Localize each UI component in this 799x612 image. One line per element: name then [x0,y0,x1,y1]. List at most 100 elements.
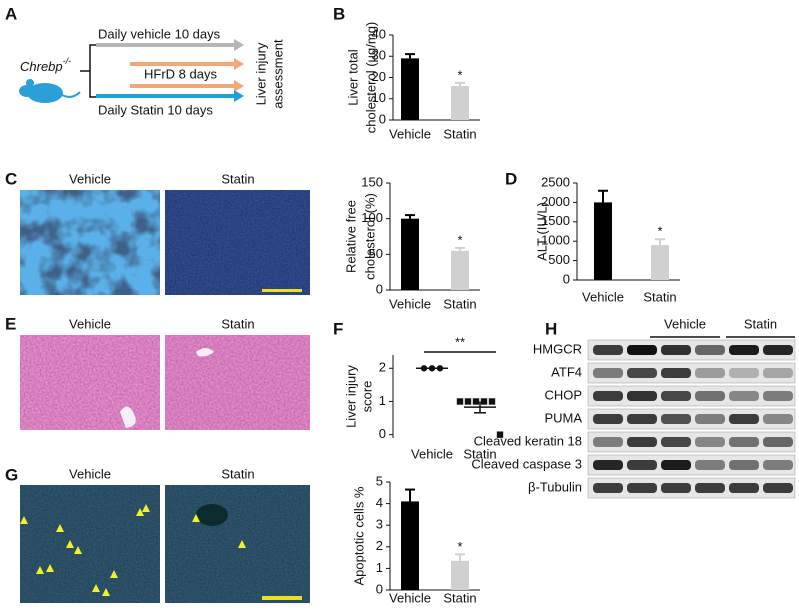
data-point [488,398,496,405]
blot-band [763,391,793,401]
micrograph-title: Statin [221,171,254,186]
blot-band [763,483,793,493]
y-tick-label: 0 [376,581,383,596]
bar [401,501,419,590]
blot-band [661,391,691,401]
blot-band [729,345,759,355]
blot-band [627,345,657,355]
vessel [196,504,228,526]
bar [651,245,669,280]
outcome-label: Liver injury [253,42,268,105]
genotype-name: Chrebp [20,59,63,74]
diagram: Chrebp-/- Daily vehicle 10 days HFrD 8 d… [19,26,285,117]
x-tick-label: Statin [643,289,676,304]
x-tick-label: Statin [463,446,496,461]
y-tick-label: 500 [548,252,570,267]
blot-band [729,460,759,470]
y-axis-label: Liver total [345,49,360,105]
blot-band [593,345,623,355]
x-tick-label: Statin [443,126,476,141]
x-tick-label: Vehicle [389,126,431,141]
blot-band [593,368,623,378]
blot-row-label: Cleaved caspase 3 [471,456,582,471]
mouse-icon [19,79,81,103]
panel-label: D [505,169,517,188]
bracket [89,44,96,98]
treatment-label: Daily vehicle 10 days [98,26,221,41]
significance: * [657,224,662,239]
panel-label: E [5,314,16,333]
blot-band [661,460,691,470]
y-tick-label: 0 [376,281,383,296]
micrographs [20,190,310,603]
blot-band [729,483,759,493]
micrograph-texture [165,485,310,603]
y-tick-label: 2 [376,538,383,553]
blot-row-label: HMGCR [533,341,582,356]
y-tick-label: 0 [563,271,570,286]
blot-band [593,483,623,493]
y-axis-label: ALT (IU/L) [534,202,549,261]
x-tick-label: Statin [443,296,476,311]
x-tick-label: Statin [443,590,476,605]
treatment-label: HFrD 8 days [144,66,217,81]
blot-band [695,460,725,470]
y-tick-label: 100 [361,210,383,225]
blot-band [695,483,725,493]
y-tick-label: 1 [379,393,386,408]
y-tick-label: 30 [372,48,386,63]
y-tick-label: 2 [379,360,386,375]
y-tick-label: 1000 [541,233,570,248]
vessel [196,348,214,357]
y-axis-label: Apoptotic cells % [351,486,366,585]
y-tick-label: 40 [372,26,386,41]
blot-band [627,368,657,378]
bar [451,560,469,590]
blot-band [627,391,657,401]
y-axis-label: Liver injury [343,365,358,428]
y-tick-label: 50 [369,246,383,261]
significance: * [457,67,462,82]
data-point [472,398,480,405]
blot-band [593,391,623,401]
arrows [96,39,244,102]
y-tick-label: 2000 [541,194,570,209]
blot-band [729,368,759,378]
micrograph-title: Vehicle [69,171,111,186]
vessel [120,406,136,428]
significance: ** [455,334,465,349]
blot-band [661,483,691,493]
blot-band [627,460,657,470]
y-tick-label: 150 [361,174,383,189]
blot-band [729,437,759,447]
x-tick-label: Vehicle [389,590,431,605]
blot-band [695,345,725,355]
micrograph-texture [20,190,160,295]
micrograph-texture [165,335,310,430]
scale-bar [262,596,302,600]
blot-band [763,368,793,378]
blot-band [627,483,657,493]
treatment-label: Daily Statin 10 days [98,102,213,117]
y-tick-label: 0 [379,111,386,126]
panel-label: B [333,4,345,23]
blot-band [729,414,759,424]
micrograph-title: Vehicle [69,466,111,481]
micrograph-title: Statin [221,466,254,481]
bar [451,86,469,120]
blot-band [627,414,657,424]
data-point [480,398,488,405]
x-tick-label: Vehicle [389,296,431,311]
blot-band [627,437,657,447]
blot-group-label: Statin [744,316,777,331]
apoptosis-arrowheads [20,504,246,596]
micrograph-texture [20,335,160,430]
x-tick-label: Vehicle [582,289,624,304]
blot-band [763,414,793,424]
y-tick-label: 5 [376,473,383,488]
blot-band [763,345,793,355]
blot-row-label: Cleaved keratin 18 [474,433,582,448]
